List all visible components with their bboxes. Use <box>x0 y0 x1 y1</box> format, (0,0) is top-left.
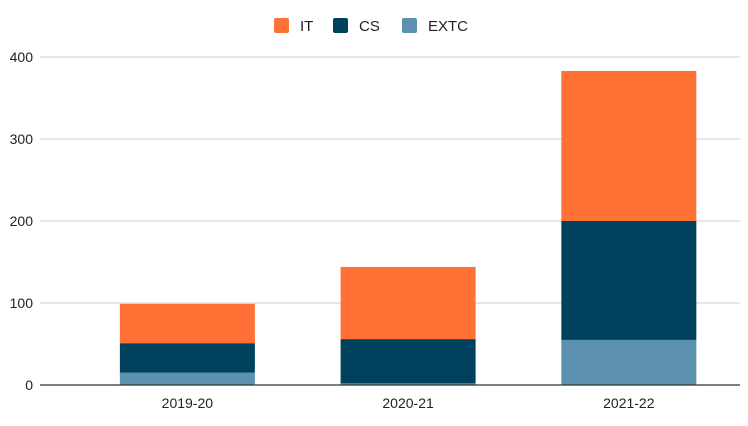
legend-swatch-extc <box>402 18 417 33</box>
legend: IT CS EXTC <box>274 18 468 35</box>
bars <box>119 70 697 385</box>
bar-cs-2021-22 <box>561 221 697 340</box>
bar-extc-2019-20 <box>119 372 255 385</box>
y-tick-label: 200 <box>10 213 34 229</box>
y-tick-label: 300 <box>10 131 34 147</box>
legend-label-cs: CS <box>359 18 380 35</box>
bar-cs-2020-21 <box>340 339 476 384</box>
bar-extc-2021-22 <box>561 339 697 385</box>
y-tick-label: 400 <box>10 49 34 65</box>
bar-it-2021-22 <box>561 70 697 221</box>
x-tick-label: 2020-21 <box>382 395 434 411</box>
bar-it-2019-20 <box>119 303 255 344</box>
y-axis-ticks: 0 100 200 300 400 <box>10 49 34 393</box>
x-axis-ticks: 2019-20 2020-21 2021-22 <box>162 395 655 411</box>
bar-extc-2020-21 <box>340 383 476 385</box>
y-tick-label: 100 <box>10 295 34 311</box>
legend-swatch-it <box>274 18 289 33</box>
y-tick-label: 0 <box>25 377 33 393</box>
bar-cs-2019-20 <box>119 343 255 373</box>
legend-swatch-cs <box>333 18 348 33</box>
legend-label-extc: EXTC <box>428 18 468 35</box>
x-tick-label: 2021-22 <box>603 395 655 411</box>
bar-it-2020-21 <box>340 266 476 340</box>
legend-label-it: IT <box>300 18 313 35</box>
x-tick-label: 2019-20 <box>162 395 214 411</box>
